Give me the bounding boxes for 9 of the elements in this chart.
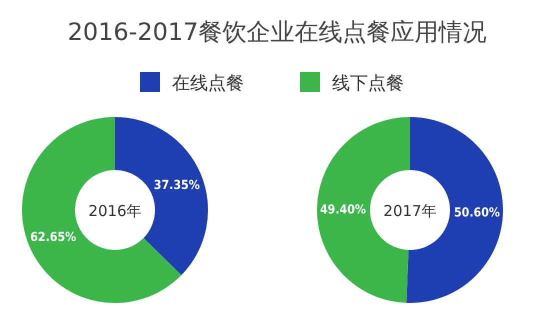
- legend-label: 线下点餐: [332, 73, 404, 94]
- data-label: 49.40%: [320, 202, 372, 217]
- legend-label: 在线点餐: [172, 73, 244, 94]
- text: 2017年: [383, 202, 437, 220]
- data-label: 50.60%: [454, 204, 506, 220]
- data-label: 37.35%: [154, 177, 206, 192]
- data-label: 62.65%: [30, 228, 82, 244]
- chart-title: 2016-2017餐饮企业在线点餐应用情况: [68, 18, 486, 46]
- text: 2016年: [88, 202, 142, 220]
